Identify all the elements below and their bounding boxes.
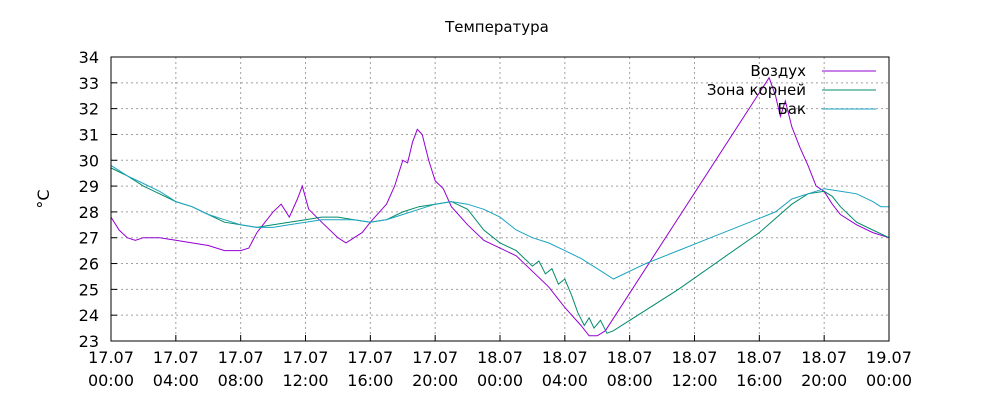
legend-label-2: Зона корней	[707, 81, 806, 99]
x-tick-label-time: 20:00	[801, 371, 847, 390]
x-tick-labels: 17.07 00:00 17.07 04:00 17.07 08:00 17.07 12:00…	[88, 348, 912, 390]
series-line-3	[110, 164, 889, 280]
x-tick-label-date: 18.07	[477, 348, 523, 367]
plot-frame	[110, 56, 890, 342]
grid	[110, 56, 890, 342]
y-tick-label: 27	[79, 229, 99, 248]
x-tick-label-date: 19.07	[866, 348, 912, 367]
x-tick-label-time: 04:00	[153, 371, 199, 390]
x-tick-label-date: 17.07	[218, 348, 264, 367]
x-tick-label-time: 00:00	[477, 371, 523, 390]
legend-label-1: Воздух	[750, 62, 806, 80]
x-tick-label-date: 17.07	[88, 348, 134, 367]
x-tick-label-time: 04:00	[542, 371, 588, 390]
x-tick-label-date: 18.07	[801, 348, 847, 367]
x-tick-label-date: 18.07	[736, 348, 782, 367]
x-tick-label-date: 18.07	[607, 348, 653, 367]
x-tick-label-time: 12:00	[282, 371, 328, 390]
x-tick-label-time: 16:00	[736, 371, 782, 390]
series-lines	[110, 76, 890, 337]
x-tick-label-time: 16:00	[347, 371, 393, 390]
y-tick-labels: 23 24 25 26 27 28 29 30 31 32 33 34	[79, 48, 99, 351]
x-tick-label-time: 00:00	[88, 371, 134, 390]
x-tick-label-time: 08:00	[607, 371, 653, 390]
x-tick-label-time: 12:00	[671, 371, 717, 390]
x-tick-label-date: 17.07	[412, 348, 458, 367]
y-tick-label: 30	[79, 151, 99, 170]
y-tick-label: 26	[79, 255, 99, 274]
y-tick-label: 25	[79, 280, 99, 299]
y-tick-label: 23	[79, 332, 99, 351]
x-tick-label-time: 00:00	[866, 371, 912, 390]
x-tick-label-date: 17.07	[153, 348, 199, 367]
y-tick-label: 28	[79, 203, 99, 222]
x-tick-label-date: 18.07	[542, 348, 588, 367]
y-tick-label: 33	[79, 74, 99, 93]
y-tick-label: 24	[79, 306, 99, 325]
x-tick-label-date: 18.07	[672, 348, 718, 367]
y-tick-label: 31	[79, 125, 99, 144]
x-tick-label-date: 17.07	[283, 348, 329, 367]
series-line-1	[110, 76, 890, 337]
y-tick-label: 34	[79, 48, 99, 67]
y-tick-label: 32	[79, 100, 99, 119]
y-axis-label: °C	[34, 189, 53, 208]
x-tick-label-date: 17.07	[347, 348, 393, 367]
chart-title: Температура	[444, 18, 549, 36]
x-tick-label-time: 20:00	[412, 371, 458, 390]
x-tick-label-time: 08:00	[218, 371, 264, 390]
y-tick-label: 29	[79, 177, 99, 196]
legend-label-3: Бак	[777, 100, 806, 118]
